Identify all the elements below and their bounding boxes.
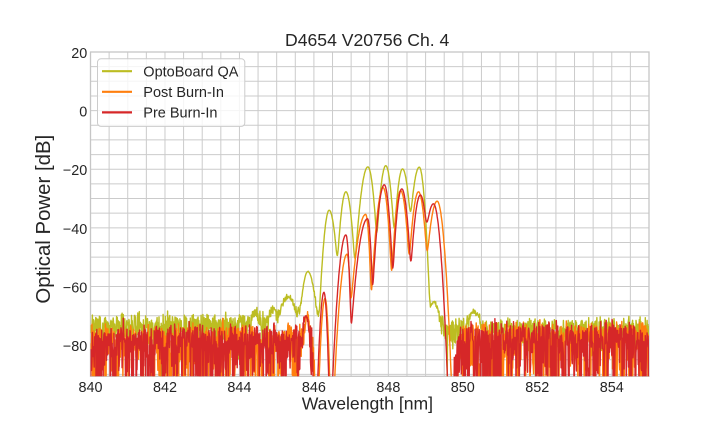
svg-text:−20: −20 xyxy=(63,163,87,179)
svg-text:−60: −60 xyxy=(63,280,87,296)
svg-text:Wavelength [nm]: Wavelength [nm] xyxy=(302,394,433,414)
svg-text:848: 848 xyxy=(376,380,400,396)
svg-text:844: 844 xyxy=(227,380,251,396)
svg-text:846: 846 xyxy=(302,380,326,396)
svg-text:852: 852 xyxy=(525,380,549,396)
svg-text:Optical Power [dB]: Optical Power [dB] xyxy=(33,135,55,304)
svg-text:D4654 V20756 Ch. 4: D4654 V20756 Ch. 4 xyxy=(285,30,450,50)
svg-text:854: 854 xyxy=(600,380,624,396)
svg-text:Post Burn-In: Post Burn-In xyxy=(143,85,224,101)
svg-text:20: 20 xyxy=(71,46,87,62)
svg-text:840: 840 xyxy=(78,380,102,396)
svg-text:OptoBoard QA: OptoBoard QA xyxy=(143,64,238,80)
svg-text:Pre Burn-In: Pre Burn-In xyxy=(143,106,217,122)
svg-text:850: 850 xyxy=(451,380,475,396)
svg-text:0: 0 xyxy=(79,105,87,121)
svg-text:−80: −80 xyxy=(63,339,87,355)
svg-text:842: 842 xyxy=(153,380,177,396)
svg-text:−40: −40 xyxy=(63,222,87,238)
